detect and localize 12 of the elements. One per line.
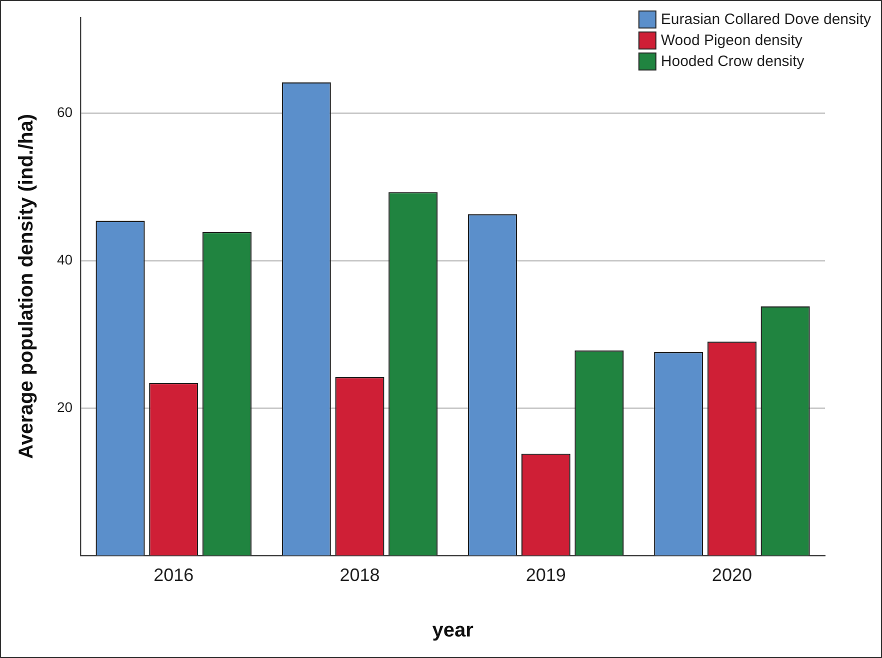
y-tick-label: 20 bbox=[56, 398, 73, 415]
x-axis-title: year bbox=[432, 620, 474, 642]
y-tick-label: 40 bbox=[56, 251, 73, 268]
legend-label: Wood Pigeon density bbox=[660, 32, 803, 50]
legend-label: Hooded Crow density bbox=[660, 53, 805, 70]
x-tick-label: 2020 bbox=[712, 565, 752, 586]
legend-label: Eurasian Collared Dove density bbox=[660, 11, 872, 28]
y-axis-title: Average population density (ind./ha) bbox=[16, 114, 38, 459]
y-tick-label: 60 bbox=[56, 104, 73, 120]
x-tick-label: 2018 bbox=[340, 565, 380, 586]
x-tick-label: 2019 bbox=[526, 565, 566, 586]
x-tick-label: 2016 bbox=[154, 565, 194, 586]
